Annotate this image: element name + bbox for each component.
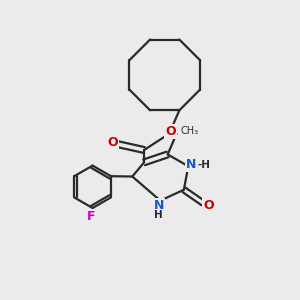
Text: N: N [186,158,196,171]
Text: H: H [154,210,163,220]
Text: N: N [154,200,164,212]
Text: CH₃: CH₃ [181,126,199,136]
Text: O: O [204,200,214,212]
Text: -H: -H [197,160,210,170]
Text: F: F [87,210,95,223]
Text: O: O [165,125,176,138]
Text: O: O [107,136,118,149]
